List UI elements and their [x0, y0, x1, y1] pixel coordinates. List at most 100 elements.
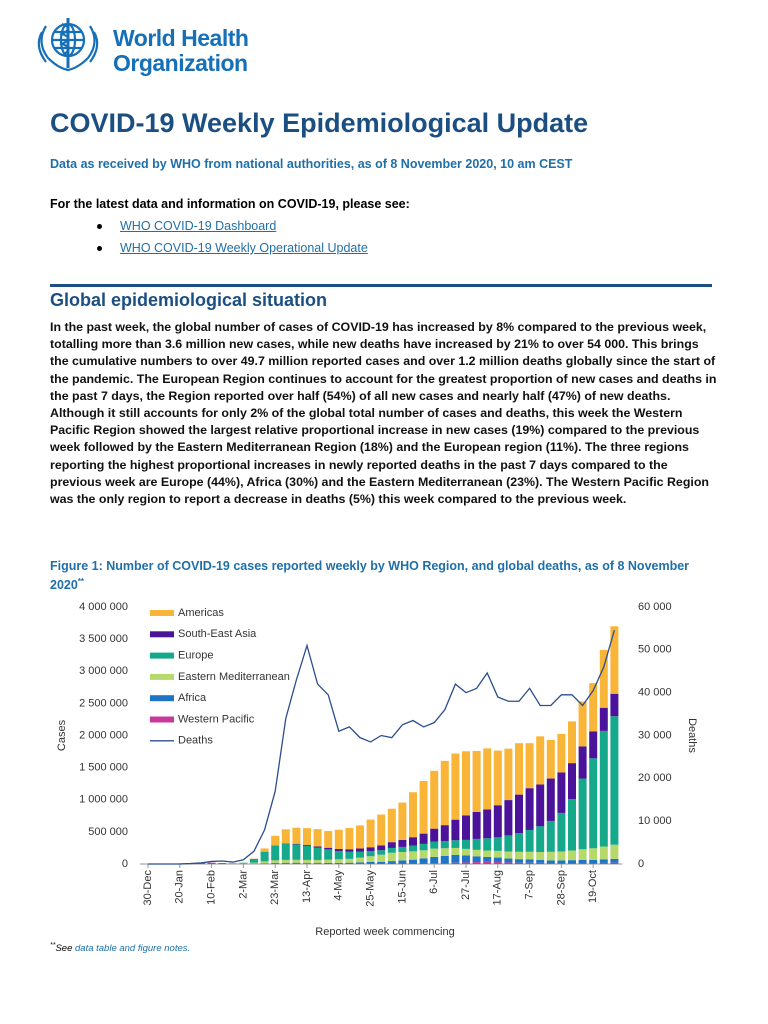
bar-segment — [250, 858, 258, 863]
bar-segment — [409, 859, 417, 864]
bar-segment — [419, 780, 428, 834]
bar-segment — [239, 862, 248, 864]
bar-segment — [440, 760, 449, 826]
bar-segment — [589, 683, 598, 732]
y2-tick-label: 30 000 — [638, 729, 672, 741]
bar-segment — [599, 730, 608, 847]
bar-segment — [578, 859, 587, 864]
legend-swatch — [150, 631, 174, 638]
bar-segment — [419, 858, 428, 864]
legend-label: Americas — [178, 607, 224, 619]
bar-segment — [462, 815, 470, 840]
bar-segment — [366, 862, 375, 864]
bar-segment — [409, 851, 417, 860]
bar-segment — [430, 856, 439, 864]
legend-swatch — [150, 673, 174, 680]
bar-segment — [546, 863, 555, 864]
bar-segment — [504, 858, 513, 863]
bar-segment — [228, 863, 237, 864]
bar-segment — [356, 848, 364, 852]
link[interactable]: WHO COVID-19 Weekly Operational Update — [120, 241, 368, 255]
bar-segment — [462, 751, 470, 816]
bar-segment — [589, 848, 598, 860]
bar-segment — [292, 863, 301, 864]
legend-label: Africa — [178, 692, 207, 704]
bar-segment — [303, 859, 311, 863]
bar-segment — [281, 843, 290, 860]
bar-segment — [356, 825, 364, 849]
bar-segment — [515, 862, 523, 864]
bar-segment — [504, 800, 513, 836]
bar-segment — [462, 855, 470, 863]
bar-segment — [345, 849, 354, 852]
bar-segment — [324, 859, 333, 863]
bar-segment — [610, 844, 619, 859]
bar-segment — [356, 862, 364, 864]
bar-segment — [271, 845, 280, 861]
title: COVID-19 Weekly Epidemiological Update — [50, 108, 589, 138]
bar-segment — [515, 859, 523, 863]
bar-segment — [546, 739, 555, 779]
bar-segment — [419, 850, 428, 859]
x-tick-label: 30-Dec — [142, 870, 154, 906]
bar-segment — [546, 778, 555, 821]
bar-segment — [610, 862, 619, 864]
bar-segment — [313, 829, 322, 847]
bar-segment — [409, 837, 417, 846]
bar-segment — [281, 859, 290, 863]
bar-segment — [440, 848, 449, 856]
bar-segment — [377, 854, 386, 862]
y-tick-label: 500 000 — [88, 826, 128, 838]
x-tick-label: 28-Sep — [555, 870, 567, 905]
bar-segment — [345, 851, 354, 859]
caption-text: Figure 1: Number of COVID-19 cases repor… — [50, 559, 690, 593]
x-tick-label: 20-Jan — [174, 870, 186, 904]
bar-segment — [504, 835, 513, 852]
bar-segment — [525, 862, 534, 864]
bar-segment — [409, 845, 417, 852]
note-mark: ** — [50, 942, 56, 949]
link[interactable]: WHO COVID-19 Dashboard — [120, 219, 277, 233]
bar-segment — [440, 855, 449, 864]
bar-segment — [324, 849, 333, 860]
x-tick-label: 25-May — [365, 870, 377, 907]
bar-segment — [472, 849, 481, 857]
bar-segment — [515, 743, 523, 795]
bar-segment — [260, 848, 269, 852]
bar-segment — [483, 809, 492, 839]
who-logo — [37, 18, 99, 72]
bar-segment — [207, 862, 216, 864]
x-tick-label: 23-Mar — [269, 870, 281, 905]
bar-segment — [313, 846, 322, 848]
y-tick-label: 3 000 000 — [79, 665, 128, 677]
footnote-link[interactable]: data table and figure notes. — [75, 943, 191, 955]
bar-segment — [568, 860, 576, 864]
legend-label: Western Pacific — [178, 713, 255, 725]
bar-segment — [578, 701, 587, 747]
y-axis-label: Cases — [56, 719, 68, 751]
bar-segment — [313, 863, 322, 864]
bar-segment — [419, 843, 428, 851]
bar-segment — [472, 838, 481, 850]
y-tick-label: 2 000 000 — [79, 729, 128, 741]
bar-segment — [568, 721, 576, 764]
bar-segment — [483, 850, 492, 857]
bar-segment — [398, 852, 407, 861]
bar-segment — [536, 860, 545, 863]
bar-segment — [493, 837, 502, 851]
bar-segment — [366, 851, 375, 857]
bar-segment — [451, 840, 460, 848]
bar-segment — [536, 851, 545, 861]
bar-segment — [515, 851, 523, 860]
bar-segment — [366, 847, 375, 852]
bar-segment — [398, 860, 407, 864]
x-axis-label: Reported week commencing — [315, 926, 454, 938]
bar-segment — [398, 802, 407, 840]
y2-tick-label: 50 000 — [638, 644, 672, 656]
x-tick-label: 6-Jul — [428, 870, 440, 894]
bar-segment — [387, 808, 396, 843]
bar-segment — [525, 743, 534, 789]
x-tick-label: 27-Jul — [460, 870, 472, 900]
legend-label: Deaths — [178, 735, 213, 747]
